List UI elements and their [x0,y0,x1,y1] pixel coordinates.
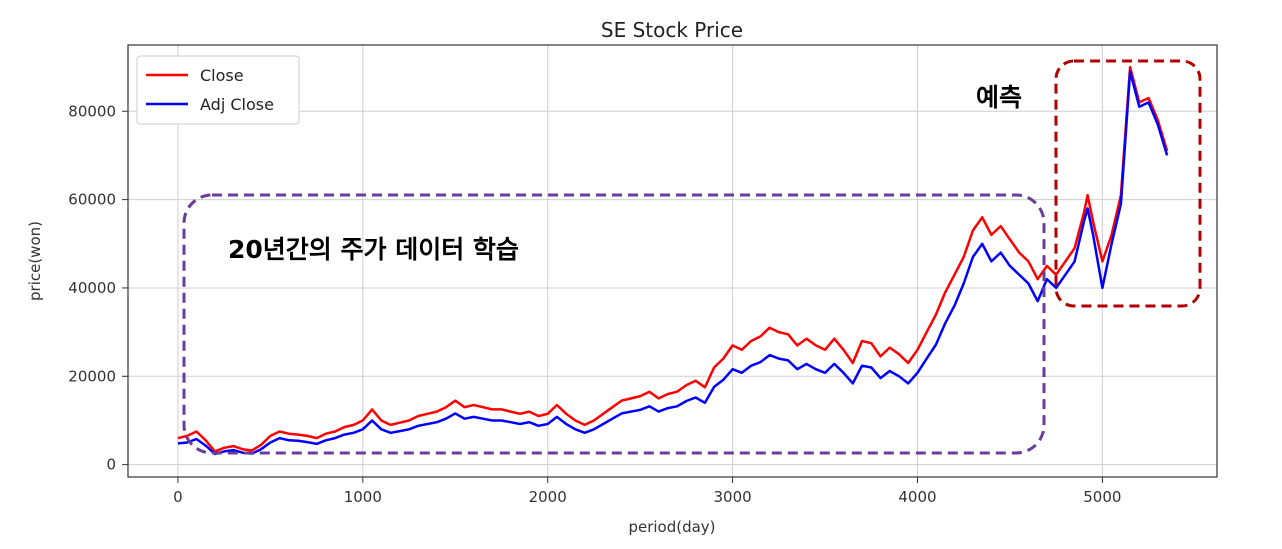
y-tick-label: 60000 [68,191,116,209]
x-tick-label: 4000 [898,488,936,506]
legend-box [136,55,300,125]
legend: Close Adj Close [136,55,300,125]
plot-frame [127,44,1218,478]
legend-label-adj-close: Adj Close [200,95,274,114]
x-axis-ticks: 0 1000 2000 3000 4000 5000 [173,477,1121,506]
x-axis-label: period(day) [628,518,715,536]
prediction-period-box [1054,59,1202,308]
y-axis-label: price(won) [26,221,44,301]
y-tick-label: 80000 [68,102,116,120]
series-line-close [177,65,1169,453]
chart-title: SE Stock Price [601,18,743,42]
y-axis-ticks: 0 20000 40000 60000 80000 [68,102,128,474]
legend-label-close: Close [200,66,244,85]
y-tick-label: 20000 [68,367,116,385]
prediction-label: 예측 [976,83,1022,112]
x-tick-label: 2000 [529,488,567,506]
x-tick-label: 0 [173,488,183,506]
plot-background [128,45,1217,477]
grid-lines [128,45,1217,477]
x-tick-label: 5000 [1083,488,1121,506]
x-tick-label: 3000 [713,488,751,506]
y-tick-label: 40000 [68,279,116,297]
training-period-label: 20년간의 주가 데이터 학습 [228,235,519,264]
training-period-box [182,193,1046,455]
series-line-adj-close [177,70,1169,456]
y-tick-label: 0 [106,456,116,474]
x-tick-label: 1000 [344,488,382,506]
series-layer [177,65,1169,456]
